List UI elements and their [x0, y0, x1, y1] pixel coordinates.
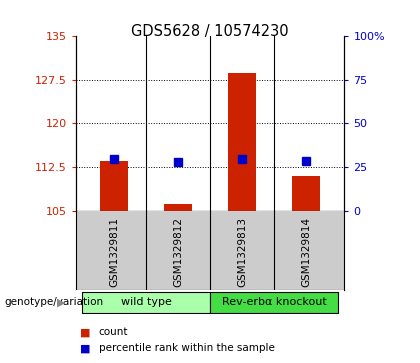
- Text: ■: ■: [80, 343, 90, 354]
- Text: percentile rank within the sample: percentile rank within the sample: [99, 343, 275, 354]
- Bar: [164, 204, 192, 211]
- Text: Rev-erbα knockout: Rev-erbα knockout: [222, 297, 326, 307]
- Text: GSM1329812: GSM1329812: [173, 217, 183, 287]
- Text: GSM1329811: GSM1329811: [109, 217, 119, 287]
- Text: GSM1329813: GSM1329813: [237, 217, 247, 287]
- Text: genotype/variation: genotype/variation: [4, 297, 103, 307]
- Text: ▶: ▶: [57, 297, 65, 307]
- Text: ■: ■: [80, 327, 90, 337]
- Text: GSM1329814: GSM1329814: [301, 217, 311, 287]
- Text: wild type: wild type: [121, 297, 171, 307]
- Bar: [228, 73, 256, 211]
- Bar: [82, 291, 210, 313]
- Bar: [100, 161, 129, 211]
- Text: GDS5628 / 10574230: GDS5628 / 10574230: [131, 24, 289, 38]
- Bar: [291, 176, 320, 211]
- Text: count: count: [99, 327, 128, 337]
- Bar: [210, 291, 338, 313]
